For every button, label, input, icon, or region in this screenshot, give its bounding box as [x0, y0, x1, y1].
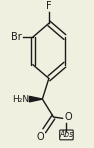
- Text: Br: Br: [11, 32, 22, 42]
- Text: Abs: Abs: [59, 130, 74, 139]
- FancyBboxPatch shape: [60, 130, 73, 140]
- Text: H₂N: H₂N: [12, 95, 29, 104]
- Text: F: F: [46, 1, 52, 11]
- Text: O: O: [37, 132, 44, 142]
- Polygon shape: [29, 96, 42, 102]
- Text: O: O: [65, 112, 72, 122]
